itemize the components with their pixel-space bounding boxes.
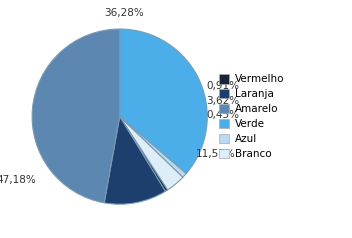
Wedge shape: [120, 117, 168, 191]
Text: 0,91%: 0,91%: [207, 81, 239, 91]
Text: 36,28%: 36,28%: [104, 8, 144, 18]
Text: 3,62%: 3,62%: [207, 96, 240, 106]
Wedge shape: [104, 117, 165, 204]
Text: 47,18%: 47,18%: [0, 175, 36, 185]
Wedge shape: [120, 29, 207, 174]
Wedge shape: [32, 29, 120, 203]
Text: 11,57%: 11,57%: [196, 149, 236, 159]
Legend: Vermelho, Laranja, Amarelo, Verde, Azul, Branco: Vermelho, Laranja, Amarelo, Verde, Azul,…: [217, 72, 286, 161]
Wedge shape: [120, 117, 183, 190]
Text: 0,45%: 0,45%: [207, 110, 239, 120]
Wedge shape: [120, 117, 186, 177]
